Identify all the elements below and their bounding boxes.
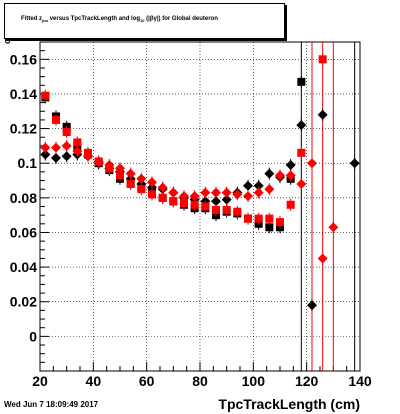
data-point-square bbox=[286, 200, 295, 209]
data-point-diamond bbox=[275, 170, 285, 181]
data-point-diamond bbox=[285, 170, 296, 181]
data-point-square bbox=[297, 148, 306, 157]
data-point-diamond bbox=[83, 151, 93, 162]
data-point-square bbox=[180, 199, 188, 208]
data-point-diamond bbox=[232, 189, 243, 200]
data-point-square bbox=[233, 207, 242, 216]
data-point-diamond bbox=[285, 159, 296, 170]
data-point-square bbox=[244, 214, 252, 223]
data-point-square bbox=[73, 138, 82, 147]
data-point-square bbox=[158, 193, 167, 202]
y-tick-label: 0.16 bbox=[10, 51, 37, 67]
data-point-diamond bbox=[317, 109, 328, 120]
data-point-square bbox=[254, 214, 263, 223]
data-point-diamond bbox=[221, 194, 232, 205]
data-point-square bbox=[41, 91, 50, 100]
y-tick-label: 0.04 bbox=[10, 259, 37, 275]
data-point-diamond bbox=[221, 187, 232, 198]
data-point-diamond bbox=[179, 191, 189, 202]
title-var-sub: pio bbox=[42, 18, 49, 24]
x-tick-label: 100 bbox=[242, 373, 266, 389]
data-point-square bbox=[126, 179, 135, 188]
data-point-diamond bbox=[147, 177, 157, 188]
data-point-diamond bbox=[307, 158, 317, 169]
data-point-diamond bbox=[296, 178, 307, 189]
x-axis-label: TpcTrackLength (cm) bbox=[218, 396, 360, 412]
data-point-square bbox=[297, 77, 306, 86]
data-point-diamond bbox=[136, 173, 147, 184]
data-point-square bbox=[62, 128, 71, 137]
x-tick-label: 80 bbox=[192, 373, 208, 389]
data-point-diamond bbox=[157, 182, 168, 193]
data-point-square bbox=[190, 200, 199, 209]
data-point-diamond bbox=[40, 149, 51, 160]
x-tick-label: 60 bbox=[139, 373, 155, 389]
title-var: z bbox=[39, 16, 43, 22]
title-middle: versus TpcTrackLength and log bbox=[49, 16, 141, 22]
chart-title: Fitted zpio versus TpcTrackLength and lo… bbox=[21, 16, 218, 23]
data-point-diamond bbox=[253, 180, 264, 191]
data-point-diamond bbox=[243, 191, 253, 202]
data-point-square bbox=[212, 205, 220, 214]
data-point-diamond bbox=[296, 120, 307, 131]
data-point-square bbox=[318, 55, 327, 64]
y-tick-label: 0.06 bbox=[10, 224, 37, 240]
x-tick-label: 40 bbox=[86, 373, 102, 389]
x-tick-label: 120 bbox=[295, 373, 319, 389]
y-tick-label: 0.02 bbox=[10, 294, 37, 310]
data-point-diamond bbox=[200, 187, 211, 198]
data-point-diamond bbox=[211, 187, 221, 198]
data-point-square bbox=[265, 223, 274, 232]
data-point-diamond bbox=[264, 184, 275, 195]
data-point-diamond bbox=[307, 300, 317, 311]
data-point-diamond bbox=[61, 140, 72, 151]
data-point-diamond bbox=[93, 156, 104, 167]
data-point-square bbox=[201, 202, 210, 211]
data-point-diamond bbox=[61, 151, 72, 162]
data-point-diamond bbox=[189, 191, 200, 202]
title-suffix: (|βγ|) for Global deuteron bbox=[146, 16, 218, 22]
data-point-square bbox=[222, 205, 231, 214]
title-box: Fitted zpio versus TpcTrackLength and lo… bbox=[4, 3, 285, 39]
data-point-diamond bbox=[104, 159, 115, 170]
y-tick-label: 0 bbox=[29, 328, 37, 344]
y-tick-label: 0.12 bbox=[10, 121, 37, 137]
data-point-square bbox=[265, 214, 274, 223]
data-point-diamond bbox=[125, 168, 136, 179]
y-tick-label: 0.14 bbox=[10, 86, 37, 102]
data-point-diamond bbox=[51, 142, 61, 153]
data-point-square bbox=[116, 171, 124, 180]
title-prefix: Fitted bbox=[21, 16, 38, 22]
data-point-diamond bbox=[115, 163, 125, 174]
datestamp: Wed Jun 7 18:09:49 2017 bbox=[4, 400, 99, 409]
data-point-square bbox=[148, 190, 156, 199]
data-point-diamond bbox=[253, 187, 264, 198]
x-tick-label: 20 bbox=[32, 373, 48, 389]
data-point-square bbox=[52, 115, 60, 124]
data-point-diamond bbox=[328, 222, 339, 233]
data-point-diamond bbox=[243, 180, 253, 191]
data-point-diamond bbox=[264, 168, 275, 179]
data-point-diamond bbox=[317, 253, 328, 264]
data-point-square bbox=[137, 185, 146, 194]
data-point-diamond bbox=[40, 142, 51, 153]
x-tick-label: 140 bbox=[348, 373, 372, 389]
data-point-diamond bbox=[72, 146, 83, 157]
title-log-sub: 10 bbox=[140, 18, 145, 24]
data-point-square bbox=[276, 218, 284, 227]
y-tick-label: 0.08 bbox=[10, 190, 37, 206]
y-tick-label: 0.1 bbox=[18, 155, 38, 171]
data-point-diamond bbox=[211, 196, 221, 207]
data-point-square bbox=[169, 197, 178, 206]
data-point-diamond bbox=[51, 153, 61, 164]
data-point-diamond bbox=[349, 158, 360, 169]
data-point-diamond bbox=[168, 187, 179, 198]
